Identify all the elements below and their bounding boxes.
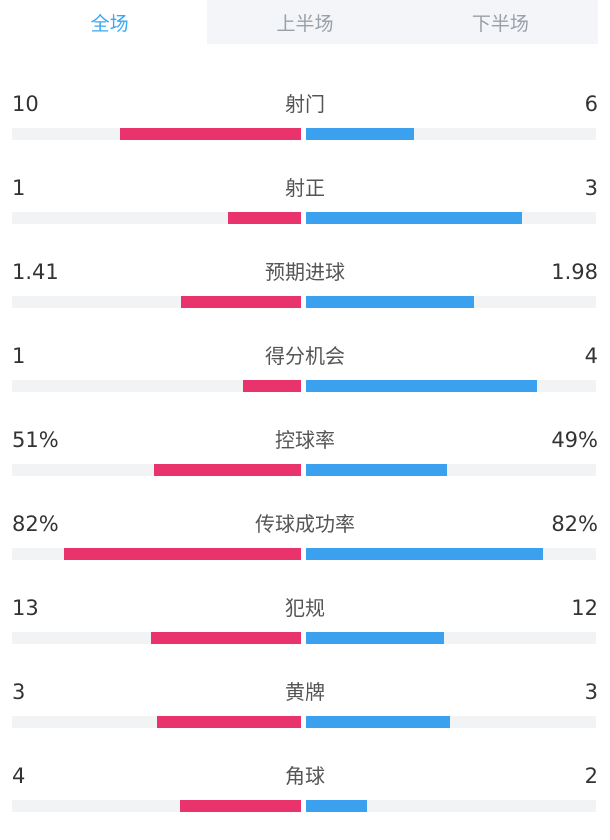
stat-label: 射正: [285, 176, 325, 200]
stat-row: 51% 控球率 49%: [0, 420, 610, 504]
stat-label: 犯规: [285, 596, 325, 620]
away-bar: [306, 800, 367, 812]
home-value: 3: [12, 680, 26, 704]
stat-row: 3 黄牌 3: [0, 672, 610, 756]
stat-label: 角球: [285, 764, 325, 788]
stat-label: 黄牌: [285, 680, 325, 704]
home-bar: [157, 716, 301, 728]
stat-label: 得分机会: [265, 344, 345, 368]
stat-row: 1 得分机会 4: [0, 336, 610, 420]
home-bar: [151, 632, 301, 644]
home-value: 1: [12, 176, 26, 200]
tab-second-half[interactable]: 下半场: [471, 12, 529, 35]
away-value: 49%: [551, 428, 598, 452]
stat-label: 控球率: [275, 428, 335, 452]
period-tabs: 全场 上半场 下半场: [12, 0, 598, 44]
home-bar-track: [12, 632, 301, 644]
stat-label: 传球成功率: [255, 512, 355, 536]
stat-row: 13 犯规 12: [0, 588, 610, 672]
home-bar: [120, 128, 301, 140]
home-bar-track: [12, 128, 301, 140]
away-bar: [306, 128, 414, 140]
away-bar-track: [306, 212, 596, 224]
away-value: 82%: [551, 512, 598, 536]
away-bar: [306, 380, 537, 392]
home-value: 10: [12, 92, 39, 116]
away-bar-track: [306, 800, 596, 812]
away-bar: [306, 212, 522, 224]
away-bar-track: [306, 548, 596, 560]
home-bar: [228, 212, 301, 224]
home-value: 4: [12, 764, 26, 788]
away-value: 3: [584, 176, 598, 200]
stat-label: 预期进球: [265, 260, 345, 284]
stat-row: 1.41 预期进球 1.98: [0, 252, 610, 336]
home-bar-track: [12, 716, 301, 728]
away-bar: [306, 632, 444, 644]
home-value: 1: [12, 344, 26, 368]
home-bar-track: [12, 464, 301, 476]
away-value: 3: [584, 680, 598, 704]
home-bar: [64, 548, 301, 560]
away-bar: [306, 548, 543, 560]
away-bar: [306, 716, 450, 728]
away-bar-track: [306, 632, 596, 644]
away-value: 1.98: [551, 260, 598, 284]
home-value: 82%: [12, 512, 59, 536]
tab-first-half[interactable]: 上半场: [276, 12, 334, 35]
home-value: 13: [12, 596, 39, 620]
home-bar: [243, 380, 301, 392]
stat-label: 射门: [285, 92, 325, 116]
home-bar-track: [12, 296, 301, 308]
away-bar-track: [306, 128, 596, 140]
home-value: 51%: [12, 428, 59, 452]
home-bar-track: [12, 380, 301, 392]
home-bar: [181, 296, 301, 308]
away-value: 6: [584, 92, 598, 116]
home-bar-track: [12, 800, 301, 812]
away-bar-track: [306, 716, 596, 728]
away-value: 4: [584, 344, 598, 368]
away-value: 12: [571, 596, 598, 620]
away-bar-track: [306, 464, 596, 476]
stat-row: 4 角球 2: [0, 756, 610, 840]
home-bar: [180, 800, 301, 812]
stat-row: 1 射正 3: [0, 168, 610, 252]
tab-full-match[interactable]: 全场: [12, 0, 208, 44]
stat-row: 10 射门 6: [0, 84, 610, 168]
away-bar: [306, 296, 474, 308]
home-bar-track: [12, 212, 301, 224]
home-value: 1.41: [12, 260, 59, 284]
home-bar: [154, 464, 301, 476]
away-bar: [306, 464, 447, 476]
stat-row: 82% 传球成功率 82%: [0, 504, 610, 588]
home-bar-track: [12, 548, 301, 560]
away-bar-track: [306, 380, 596, 392]
away-value: 2: [584, 764, 598, 788]
away-bar-track: [306, 296, 596, 308]
